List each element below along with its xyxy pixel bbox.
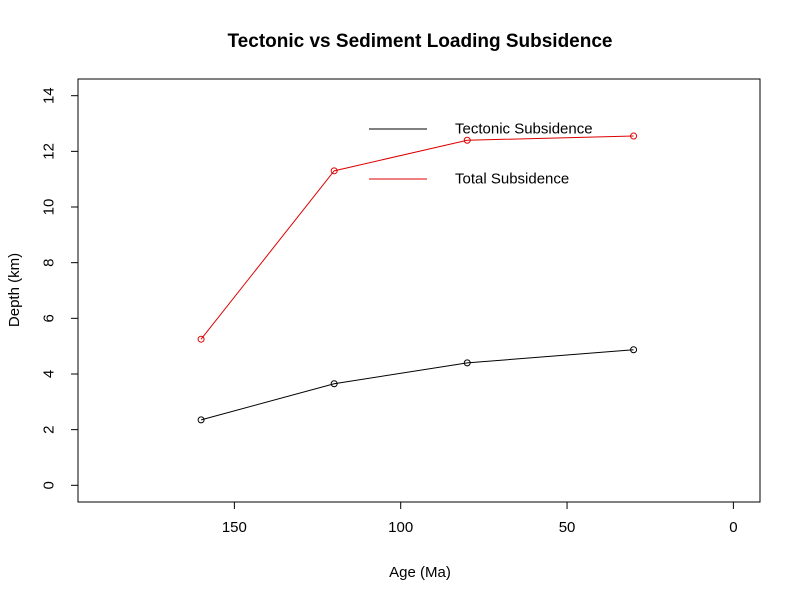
legend-label: Total Subsidence	[455, 171, 569, 188]
chart-title: Tectonic vs Sediment Loading Subsidence	[227, 31, 612, 52]
x-axis: 150 100 50 0	[222, 501, 738, 536]
x-tick-label: 100	[388, 519, 413, 536]
series-layer	[197, 132, 638, 424]
data-point	[463, 359, 471, 367]
y-tick-label: 8	[41, 258, 58, 266]
legend: Tectonic Subsidence Total Subsidence	[369, 121, 593, 188]
y-tick-label: 2	[41, 425, 58, 433]
plot-frame	[77, 78, 761, 503]
series-line-1	[200, 135, 634, 340]
data-point	[197, 335, 205, 343]
legend-label: Tectonic Subsidence	[455, 121, 593, 138]
y-tick-label: 4	[41, 370, 58, 378]
y-tick-label: 14	[41, 87, 58, 104]
y-tick-label: 12	[41, 143, 58, 160]
x-axis-label: Age (Ma)	[389, 564, 451, 581]
data-point	[330, 380, 338, 388]
y-tick-label: 10	[41, 199, 58, 216]
data-point	[330, 167, 338, 175]
y-axis-label: Depth (km)	[6, 253, 23, 327]
data-point	[630, 346, 638, 354]
x-tick-label: 50	[559, 519, 576, 536]
x-tick-label: 150	[222, 519, 247, 536]
y-tick-label: 0	[41, 481, 58, 489]
series-line-0	[200, 349, 634, 421]
data-point	[197, 416, 205, 424]
y-axis: 0 2 4 6 8 10 12 14	[41, 87, 79, 489]
data-point	[630, 132, 638, 140]
x-tick-label: 0	[729, 519, 737, 536]
y-tick-label: 6	[41, 314, 58, 322]
data-point	[463, 136, 471, 144]
